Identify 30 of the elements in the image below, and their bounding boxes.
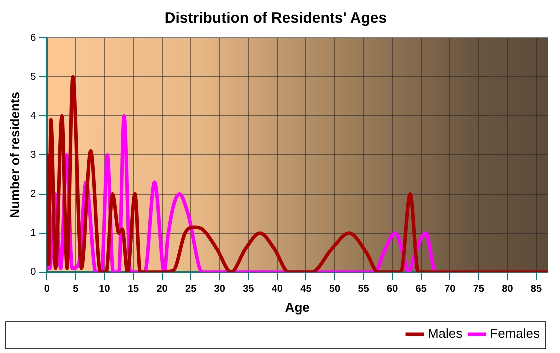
y-tick-label: 1 [30, 228, 37, 240]
x-tick-label: 50 [329, 284, 341, 296]
x-tick-label: 70 [444, 284, 456, 296]
y-tick-label: 3 [30, 150, 37, 161]
x-tick-label: 15 [128, 284, 140, 296]
x-tick-label: 35 [243, 284, 255, 296]
y-tick-label: 2 [30, 189, 37, 200]
x-tick-label: 85 [530, 284, 542, 296]
y-tick-label: 4 [30, 110, 37, 122]
y-tick-label: 0 [30, 267, 37, 278]
x-axis-title: Age [285, 300, 310, 315]
x-tick-label: 45 [300, 284, 312, 296]
x-tick-label: 65 [416, 284, 428, 296]
x-tick-label: 25 [186, 284, 198, 296]
x-tick-label: 60 [387, 284, 399, 296]
x-tick-label: 0 [44, 284, 50, 296]
y-axis-title: Number of residents [7, 92, 22, 218]
legend-label: Females [490, 326, 540, 342]
x-tick-label: 5 [73, 284, 80, 296]
chart-title: Distribution of Residents' Ages [164, 10, 388, 28]
y-tick-label: 5 [30, 72, 37, 83]
x-tick-label: 10 [99, 284, 111, 296]
y-tick-label: 6 [30, 32, 37, 44]
x-tick-label: 55 [358, 284, 370, 296]
x-tick-label: 40 [272, 284, 284, 296]
x-tick-label: 30 [214, 284, 226, 296]
x-tick-label: 20 [156, 284, 168, 296]
x-tick-label: 75 [473, 284, 485, 296]
legend-label: Males [428, 326, 464, 342]
x-tick-label: 80 [502, 284, 514, 296]
